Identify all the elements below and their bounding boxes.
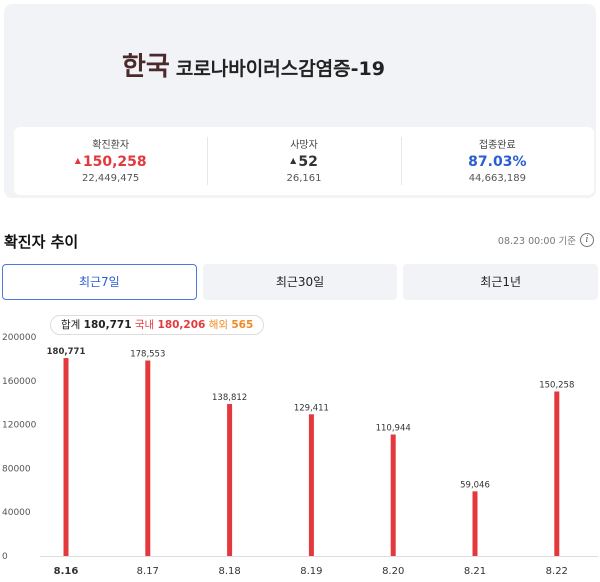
stat-deaths: 사망자 ▲ 52 26,161 <box>207 127 400 195</box>
bar-8.18 <box>227 404 233 556</box>
x-tick-label: 8.22 <box>546 566 568 577</box>
arrow-up-icon: ▲ <box>74 156 81 165</box>
bar-value-label: 180,771 <box>47 347 86 357</box>
domestic-value: 180,206 <box>157 319 206 331</box>
y-tick-label: 40000 <box>2 508 31 518</box>
bar-8.17 <box>145 360 151 556</box>
bar-value-label: 178,553 <box>130 349 165 359</box>
bar-8.20 <box>390 434 396 556</box>
period-tabs: 최근7일 최근30일 최근1년 <box>2 264 599 300</box>
stat-value: 52 <box>298 154 318 170</box>
overseas-label: 해외 <box>208 319 229 331</box>
disease-name: 코로나바이러스감염증-19 <box>175 58 385 80</box>
total-value: 180,771 <box>83 319 132 331</box>
country-name: 한국 <box>122 52 170 82</box>
bar-value-label: 59,046 <box>460 480 490 490</box>
stat-confirmed: 확진환자 ▲ 150,258 22,449,475 <box>14 127 207 195</box>
cases-bar-chart: 0 40000 80000 120000 160000 200000 180,771 178… <box>2 333 598 577</box>
x-tick-label: 8.21 <box>464 566 486 577</box>
total-label: 합계 <box>61 319 81 331</box>
page-title: 한국 코로나바이러스감염증-19 <box>122 46 385 86</box>
domestic-label: 국내 <box>134 319 155 331</box>
y-tick-label: 160000 <box>2 377 37 387</box>
update-text: 08.23 00:00 기준 <box>497 236 576 247</box>
x-tick-label: 8.16 <box>54 566 79 577</box>
bar-value-label: 138,812 <box>212 393 247 403</box>
tab-recent-1-year[interactable]: 최근1년 <box>403 264 599 300</box>
bar-value-label: 150,258 <box>539 380 574 390</box>
update-time: 08.23 00:00 기준 i <box>498 233 594 247</box>
summary-bubble: 합계 180,771 국내 180,206 해외 565 <box>50 315 265 335</box>
x-tick-label: 8.20 <box>382 566 404 577</box>
stat-total: 26,161 <box>286 173 322 184</box>
stat-total: 22,449,475 <box>82 173 140 184</box>
arrow-up-icon: ▲ <box>290 156 297 165</box>
x-tick-label: 8.18 <box>218 566 240 577</box>
bar-value-label: 110,944 <box>376 424 411 434</box>
x-tick-label: 8.19 <box>300 566 322 577</box>
bar-8.19 <box>308 414 314 556</box>
info-icon[interactable]: i <box>580 233 594 247</box>
bar-8.21 <box>472 491 478 556</box>
stat-value: 87.03% <box>468 154 527 170</box>
summary-card: 한국 코로나바이러스감염증-19 확진환자 ▲ 150,258 22,449,47… <box>4 4 596 198</box>
y-tick-label: 0 <box>2 552 8 562</box>
tab-recent-7-days[interactable]: 최근7일 <box>2 264 197 300</box>
stat-value: 150,258 <box>82 154 147 170</box>
stat-label: 사망자 <box>290 140 318 151</box>
bar-8.22 <box>554 391 560 556</box>
x-tick-label: 8.17 <box>137 566 159 577</box>
section-title: 확진자 추이 <box>4 233 79 251</box>
y-tick-label: 200000 <box>2 333 37 343</box>
overseas-value: 565 <box>231 319 254 331</box>
bar-value-label: 129,411 <box>294 403 329 413</box>
tab-recent-30-days[interactable]: 최근30일 <box>202 264 398 300</box>
y-tick-label: 80000 <box>2 464 31 474</box>
stat-total: 44,663,189 <box>468 173 526 184</box>
stat-label: 확진환자 <box>92 140 130 151</box>
stat-vaccinated: 접종완료 87.03% 44,663,189 <box>400 127 594 195</box>
stats-panel: 확진환자 ▲ 150,258 22,449,475 사망자 ▲ 52 26,161 … <box>14 127 594 195</box>
bar-8.16 <box>63 358 69 556</box>
stat-label: 접종완료 <box>478 140 516 151</box>
y-tick-label: 120000 <box>2 421 37 431</box>
